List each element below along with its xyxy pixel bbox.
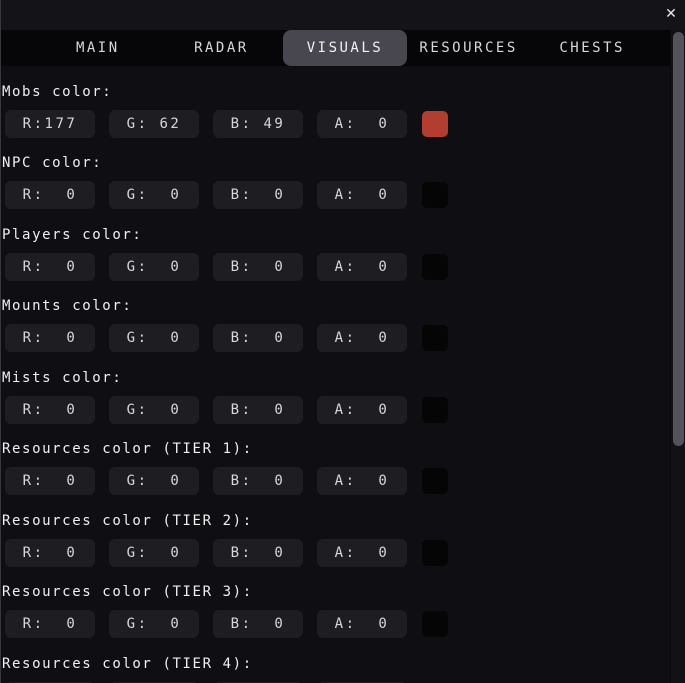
blue-field[interactable]: B: 0 <box>213 538 303 567</box>
rgba-row: R: 0 G: 0 B: 0 A: 0 <box>5 252 685 281</box>
color-group: Resources color (TIER 1): R: 0 G: 0 B: 0… <box>1 438 685 495</box>
alpha-field[interactable]: A: 0 <box>317 252 407 281</box>
close-button[interactable]: ✕ <box>659 2 683 26</box>
red-field[interactable]: R: 0 <box>5 681 95 683</box>
rgba-row: R: 0 G: 0 B: 0 A: 0 <box>5 395 685 424</box>
rgba-row: R: 0 G: 0 B: 0 A: 0 <box>5 538 685 567</box>
green-field[interactable]: G: 0 <box>109 395 199 424</box>
red-field[interactable]: R: 0 <box>5 252 95 281</box>
blue-field[interactable]: B: 0 <box>213 395 303 424</box>
color-swatch[interactable] <box>422 611 448 637</box>
red-field[interactable]: R: 0 <box>5 610 95 638</box>
red-field[interactable]: R: 0 <box>5 467 95 495</box>
color-group-label: Players color: <box>2 226 143 243</box>
red-field[interactable]: R: 0 <box>5 181 95 209</box>
color-group-label: Mists color: <box>2 369 123 386</box>
rgba-row: R: 0 G: 0 B: 0 A: 0 <box>5 324 685 352</box>
tab-visuals[interactable]: VISUALS <box>283 30 407 66</box>
close-icon: ✕ <box>665 6 677 22</box>
alpha-field[interactable]: A: 0 <box>317 610 407 638</box>
alpha-field[interactable]: A: 0 <box>317 681 407 683</box>
scrollbar-thumb[interactable] <box>673 32 684 446</box>
color-group: Resources color (TIER 2): R: 0 G: 0 B: 0… <box>1 510 685 567</box>
green-field[interactable]: G: 0 <box>109 681 199 683</box>
color-swatch[interactable] <box>422 182 448 208</box>
tab-label: RADAR <box>194 40 249 56</box>
titlebar-drag-handle[interactable]: ✕ <box>1 0 685 30</box>
tab-main[interactable]: MAIN <box>36 30 160 66</box>
color-group: Players color: R: 0 G: 0 B: 0 A: 0 <box>1 224 685 281</box>
tab-label: MAIN <box>75 40 120 56</box>
tab-label: RESOURCES <box>419 40 518 56</box>
blue-field[interactable]: B: 0 <box>213 324 303 352</box>
color-group: Mists color: R: 0 G: 0 B: 0 A: 0 <box>1 367 685 424</box>
blue-field[interactable]: B: 0 <box>213 610 303 638</box>
green-field[interactable]: G: 0 <box>109 538 199 567</box>
blue-field[interactable]: B: 49 <box>213 109 303 138</box>
green-field[interactable]: G: 0 <box>109 252 199 281</box>
rgba-row: R: 0 G: 0 B: 0 A: 0 <box>5 610 685 638</box>
alpha-field[interactable]: A: 0 <box>317 395 407 424</box>
color-group-label: Mounts color: <box>2 298 133 314</box>
green-field[interactable]: G: 0 <box>109 467 199 495</box>
rgba-row: R: 0 G: 0 B: 0 A: 0 <box>5 181 685 209</box>
red-field[interactable]: R:177 <box>5 109 95 138</box>
tab-chests[interactable]: CHESTS <box>530 30 654 66</box>
color-swatch[interactable] <box>422 110 448 137</box>
blue-field[interactable]: B: 0 <box>213 252 303 281</box>
color-group-label: Resources color (TIER 4): <box>2 655 253 672</box>
color-swatch[interactable] <box>422 253 448 280</box>
blue-field[interactable]: B: 0 <box>213 181 303 209</box>
color-group: NPC color: R: 0 G: 0 B: 0 A: 0 <box>1 152 685 209</box>
green-field[interactable]: G: 0 <box>109 610 199 638</box>
color-group: Resources color (TIER 3): R: 0 G: 0 B: 0… <box>1 581 685 638</box>
color-group-label: Resources color (TIER 2): <box>2 512 253 529</box>
tab-label: CHESTS <box>559 40 625 56</box>
alpha-field[interactable]: A: 0 <box>317 109 407 138</box>
alpha-field[interactable]: A: 0 <box>317 324 407 352</box>
tab-resources[interactable]: RESOURCES <box>407 30 531 66</box>
tab-label: VISUALS <box>306 40 384 56</box>
alpha-field[interactable]: A: 0 <box>317 467 407 495</box>
alpha-field[interactable]: A: 0 <box>317 181 407 209</box>
color-group: Mounts color: R: 0 G: 0 B: 0 A: 0 <box>1 295 685 352</box>
color-group-label: Resources color (TIER 1): <box>2 441 253 457</box>
color-swatch[interactable] <box>422 539 448 566</box>
green-field[interactable]: G: 62 <box>109 109 199 138</box>
color-swatch[interactable] <box>422 396 448 423</box>
blue-field[interactable]: B: 0 <box>213 681 303 683</box>
red-field[interactable]: R: 0 <box>5 538 95 567</box>
red-field[interactable]: R: 0 <box>5 395 95 424</box>
color-group: Mobs color: R:177 G: 62 B: 49 A: 0 <box>1 81 685 138</box>
green-field[interactable]: G: 0 <box>109 181 199 209</box>
color-group-label: Mobs color: <box>2 83 113 100</box>
tab-radar[interactable]: RADAR <box>160 30 284 66</box>
color-group-label: Resources color (TIER 3): <box>2 584 253 600</box>
tab-bar: MAIN RADAR VISUALS RESOURCES CHESTS <box>1 30 685 66</box>
color-settings-list: Mobs color: R:177 G: 62 B: 49 A: 0 NPC c… <box>1 81 685 683</box>
color-swatch[interactable] <box>422 325 448 351</box>
color-swatch[interactable] <box>422 468 448 494</box>
rgba-row: R:177 G: 62 B: 49 A: 0 <box>5 109 685 138</box>
scrollbar-track[interactable] <box>670 30 685 683</box>
color-group-label: NPC color: <box>2 155 103 171</box>
alpha-field[interactable]: A: 0 <box>317 538 407 567</box>
green-field[interactable]: G: 0 <box>109 324 199 352</box>
red-field[interactable]: R: 0 <box>5 324 95 352</box>
rgba-row: R: 0 G: 0 B: 0 A: 0 <box>5 467 685 495</box>
blue-field[interactable]: B: 0 <box>213 467 303 495</box>
color-group: Resources color (TIER 4): R: 0 G: 0 B: 0… <box>1 653 685 683</box>
